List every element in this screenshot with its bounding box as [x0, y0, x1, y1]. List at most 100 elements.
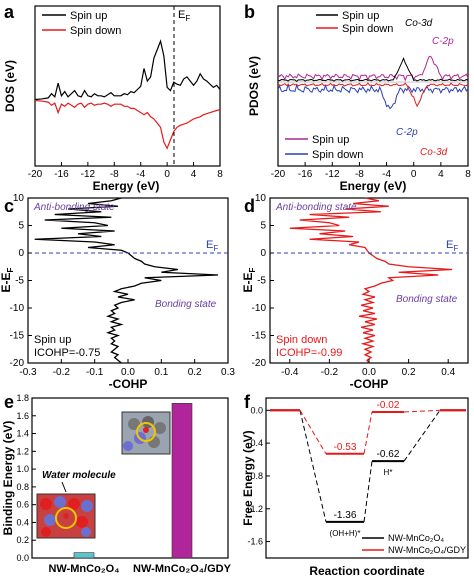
panel-letter-d: d	[244, 196, 255, 216]
tick-y-label-d-4: -10	[252, 303, 267, 314]
tick-y-label-d-0: 10	[255, 193, 267, 204]
cohp-line-c	[34, 197, 219, 364]
tick-label-a-1: -16	[54, 169, 69, 180]
annotation-co3d-up: Co-3d	[405, 18, 433, 29]
tick-label-b-2: -12	[325, 169, 340, 180]
tick-y-label-c-0: 10	[13, 193, 25, 204]
connector-1-3	[403, 409, 441, 413]
category-label-0: NW-MnCo₂O₄	[48, 563, 119, 575]
tick-label-b-7: 8	[465, 169, 471, 180]
legend-b-spin-down-bottom: Spin down	[312, 149, 363, 161]
tick-y-label-c-2: 0	[18, 248, 24, 259]
legend-b-bottom: Spin up Spin down	[285, 134, 363, 161]
connector-1-1	[299, 410, 327, 455]
tick-y-label-c-6: -20	[10, 358, 25, 369]
legend-c-spin: Spin up	[34, 334, 71, 346]
series-line-a-1	[34, 99, 221, 150]
annotation-c2p-down: C-2p	[396, 127, 418, 138]
axis-xlabel-f: Reaction coordinate	[309, 564, 425, 578]
tick-x-label-c-0: -0.3	[19, 367, 37, 378]
step-label-0: (OH+H)*	[330, 529, 361, 538]
tick-label-a-0: -20	[28, 169, 43, 180]
panel-b: Spin up Spin down Spin up Spin down Co-3…	[247, 5, 471, 193]
tick-y-label-c-4: -10	[10, 303, 25, 314]
value-label-1-1: -0.53	[334, 442, 357, 453]
value-label-0-2: -0.62	[377, 449, 400, 460]
axis-ylabel-d: E-EF	[241, 267, 257, 292]
tick-y-label-d-5: -15	[252, 331, 267, 342]
tick-label-f-3: -1.2	[247, 504, 263, 514]
tick-label-e-1: 0.2	[16, 535, 29, 545]
legend-a-spin-down: Spin down	[70, 25, 121, 37]
axis-xlabel-c: -COHP	[109, 377, 148, 391]
panel-f: NW-MnCo₂O₄ NW-MnCo₂O₄/GDY -1.36 -0.62 -0.5…	[241, 397, 469, 578]
axis-xlabel-d: -COHP	[350, 377, 389, 391]
panel-letter-e: e	[4, 392, 14, 412]
tick-x-label-d-2: 0.0	[362, 367, 376, 378]
legend-d-spin: Spin down	[276, 334, 327, 346]
pdos-co3d-up	[277, 56, 469, 83]
tick-x-label-d-1: -0.2	[321, 367, 339, 378]
tick-label-a-3: -8	[110, 169, 119, 180]
bar-1	[171, 403, 193, 559]
series-line-a-0	[34, 39, 221, 101]
tick-label-b-5: 0	[411, 169, 417, 180]
panel-d: EF Anti-bonding state Bonding state Spin…	[241, 193, 469, 391]
tick-y-label-c-5: -15	[10, 331, 25, 342]
step-label-1: H*	[384, 468, 393, 477]
annotation-bonding-c: Bonding state	[155, 299, 217, 310]
legend-f-series-1: NW-MnCo₂O₄	[388, 533, 444, 543]
panel-letter-a: a	[4, 2, 15, 22]
tick-label-e-0: 0.0	[16, 553, 29, 563]
tick-x-label-c-6: 0.3	[221, 367, 235, 378]
panel-letter-b: b	[244, 2, 255, 22]
connector-0-3	[403, 410, 441, 462]
legend-f-series-2: NW-MnCo₂O₄/GDY	[388, 545, 466, 555]
panel-c: EF Anti-bonding state Bonding state Spin…	[0, 193, 235, 391]
axis-ylabel-f: Free Energy (eV)	[241, 430, 255, 525]
tick-label-b-1: -16	[298, 169, 313, 180]
annotation-c2p-up: C-2p	[432, 36, 454, 47]
legend-f: NW-MnCo₂O₄ NW-MnCo₂O₄/GDY	[362, 533, 466, 555]
tick-x-label-d-4: 0.4	[441, 367, 455, 378]
axis-ylabel-c: E-EF	[0, 267, 15, 292]
tick-label-e-5: 1.0	[16, 464, 29, 474]
tick-label-e-3: 0.6	[16, 500, 29, 510]
tick-y-label-d-3: -5	[257, 276, 266, 287]
fermi-label: EF	[178, 9, 190, 23]
connector-0-1	[299, 410, 327, 523]
tick-label-b-3: -8	[355, 169, 364, 180]
connector-0-2	[363, 461, 373, 522]
tick-label-a-5: 0	[164, 169, 170, 180]
tick-label-e-6: 1.2	[16, 446, 29, 456]
tick-y-label-c-1: 5	[18, 221, 24, 232]
tick-y-label-d-1: 5	[260, 221, 266, 232]
axis-ylabel-e: Binding Energy (eV)	[1, 421, 15, 536]
tick-label-e-7: 1.4	[16, 429, 29, 439]
annotation-water-molecule: Water molecule	[42, 470, 116, 481]
tick-label-e-8: 1.6	[16, 411, 29, 421]
legend-b-spin-down-top: Spin down	[342, 23, 393, 35]
structure-image-bottom	[36, 493, 96, 539]
tick-x-label-c-5: 0.2	[188, 367, 202, 378]
tick-y-label-d-2: 0	[260, 248, 266, 259]
tick-label-b-0: -20	[271, 169, 286, 180]
tick-label-a-4: -4	[136, 169, 145, 180]
value-label-0-1: -1.36	[334, 510, 357, 521]
axis-ylabel-b: PDOS (eV)	[247, 56, 261, 116]
category-label-1: NW-MnCo₂O₄/GDY	[133, 563, 232, 575]
annotation-antibonding-d: Anti-bonding state	[275, 202, 357, 213]
panel-e: Water molecule NW-MnCo₂O₄ NW-MnCo₂O₄/GDY 0…	[1, 393, 232, 575]
tick-label-a-2: -12	[81, 169, 96, 180]
panel-letter-c: c	[4, 196, 14, 216]
fermi-label-d: EF	[446, 239, 458, 253]
tick-y-label-d-6: -20	[252, 358, 267, 369]
annotation-co3d-down: Co-3d	[420, 147, 448, 158]
panel-letter-f: f	[244, 392, 251, 412]
structure-image-top	[121, 411, 171, 455]
axis-ylabel-a: DOS (eV)	[3, 60, 17, 112]
pdos-co3d-down	[277, 82, 469, 108]
tick-label-b-6: 4	[438, 169, 444, 180]
